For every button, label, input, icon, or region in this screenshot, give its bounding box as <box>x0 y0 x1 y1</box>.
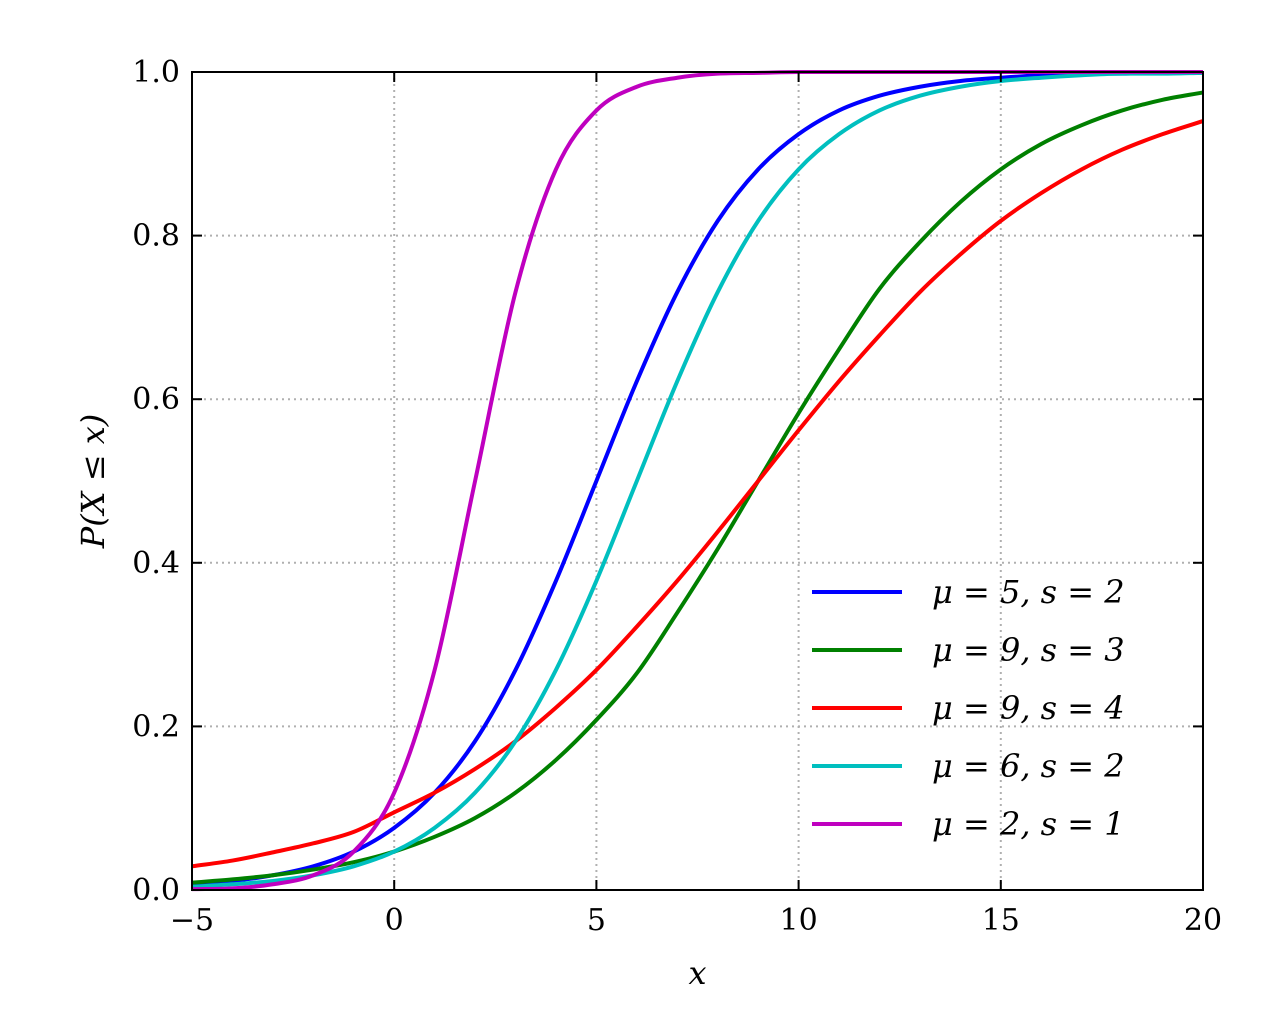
y-tick-label: 0.2 <box>132 709 180 744</box>
plot-frame <box>191 71 1204 891</box>
legend-label: μ = 2, s = 1 <box>932 805 1125 843</box>
series-line-2 <box>191 90 1204 885</box>
legend: μ = 5, s = 2 μ = 9, s = 3 μ = 9, s = 4 μ = … <box>812 573 1125 843</box>
series-line-4 <box>191 70 1204 889</box>
y-tick-label: 0.0 <box>132 873 180 908</box>
y-tick-labels: 0.0 0.2 0.4 0.6 0.8 1.0 <box>132 55 180 908</box>
y-tick-label: 0.6 <box>132 382 180 417</box>
x-tick-label: 10 <box>780 903 818 938</box>
x-tick-label: 5 <box>587 903 606 938</box>
legend-label: μ = 9, s = 3 <box>932 631 1125 669</box>
series-line-3 <box>191 119 1204 869</box>
legend-label: μ = 5, s = 2 <box>932 573 1125 611</box>
y-tick-label: 1.0 <box>132 55 180 90</box>
x-tick-label: 0 <box>385 903 404 938</box>
x-tick-label: 20 <box>1184 903 1222 938</box>
y-tick-label: 0.8 <box>132 219 180 254</box>
x-tick-label: −5 <box>170 903 214 938</box>
y-tick-label: 0.4 <box>132 546 180 581</box>
x-tick-label: 15 <box>982 903 1020 938</box>
x-tick-labels: −5 0 5 10 15 20 <box>170 903 1222 938</box>
y-axis-label: P(X ≤ x) <box>74 414 112 549</box>
legend-label: μ = 9, s = 4 <box>932 689 1125 727</box>
axis-ticks <box>191 71 1204 891</box>
series-line-1 <box>191 70 1203 887</box>
legend-label: μ = 6, s = 2 <box>932 747 1125 785</box>
x-axis-label: x <box>688 954 706 992</box>
